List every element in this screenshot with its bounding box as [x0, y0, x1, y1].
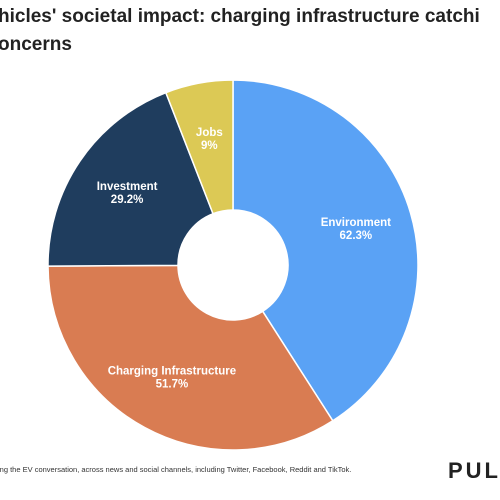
slice-label: Charging Infrastructure [108, 365, 236, 377]
chart-title: oncerns [0, 34, 72, 55]
logo: PUL [448, 458, 500, 483]
slice-label: Environment [321, 217, 391, 229]
slice [47, 91, 215, 267]
slice-value: 9% [201, 140, 218, 152]
chart-title: hicles' societal impact: charging infras… [0, 6, 480, 27]
slice-value: 62.3% [340, 230, 373, 242]
slice [232, 79, 419, 422]
slice [47, 264, 334, 451]
slice-value: 51.7% [156, 378, 189, 390]
slice-label: Investment [97, 181, 158, 193]
slice-label: Jobs [196, 127, 223, 139]
footnote: ing the EV conversation, across news and… [0, 465, 351, 474]
slice [164, 79, 234, 215]
slice-value: 29.2% [111, 194, 144, 206]
